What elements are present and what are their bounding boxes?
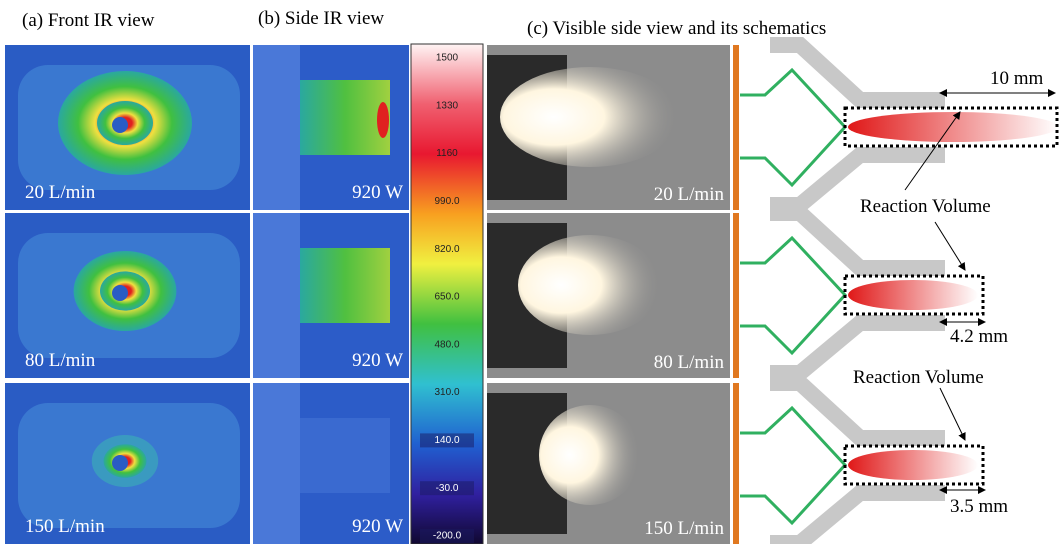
plume — [300, 80, 390, 155]
plasma-glow — [539, 405, 641, 505]
electrode-bar — [733, 45, 739, 210]
panel-title: (b) Side IR view — [258, 8, 384, 29]
colorbar-label-bg — [420, 529, 474, 543]
electrode-bar — [733, 383, 739, 544]
nozzle-wall — [770, 37, 945, 108]
nozzle — [253, 213, 300, 378]
plasma-glow — [500, 67, 680, 167]
pointer — [904, 111, 961, 191]
colorbar-label: 820.0 — [434, 244, 459, 255]
reaction-flame — [848, 450, 978, 480]
flow-label: 150 L/min — [25, 516, 105, 537]
nozzle — [253, 383, 300, 544]
panel-title: (c) Visible side view and its schematics — [527, 18, 826, 39]
colorbar-label: 1500 — [436, 53, 459, 64]
power-label: 920 W — [352, 182, 403, 203]
electrode-bar — [733, 213, 739, 378]
dimension: 10 mm — [990, 68, 1044, 89]
reaction-box — [843, 274, 985, 316]
hole — [112, 117, 128, 133]
flow-label: 20 L/min — [654, 184, 725, 205]
plasma-glow — [518, 235, 662, 335]
dimension: 4.2 mm — [950, 326, 1008, 347]
annotation: Reaction Volume — [853, 367, 984, 388]
plume — [300, 248, 390, 323]
electrode — [740, 405, 848, 526]
nozzle — [253, 45, 300, 210]
colorbar-label: 480.0 — [434, 339, 459, 350]
hole — [112, 285, 128, 301]
colorbar-label: 1160 — [436, 148, 458, 159]
colorbar-label-bg — [420, 433, 474, 448]
panel-title: (a) Front IR view — [22, 10, 155, 31]
colorbar-label-bg — [420, 481, 474, 496]
colorbar-label: 310.0 — [434, 387, 459, 398]
colorbar-label: 140.0 — [434, 435, 459, 446]
colorbar-label: -200.0 — [433, 531, 462, 542]
plume — [300, 418, 390, 493]
colorbar-label: 1330 — [436, 100, 459, 111]
hot-spot — [377, 102, 389, 138]
reaction-flame — [848, 112, 1058, 142]
power-label: 920 W — [352, 516, 403, 537]
nozzle-wall — [770, 205, 945, 276]
annotation: Reaction Volume — [860, 196, 991, 217]
electrode — [740, 235, 848, 356]
power-label: 920 W — [352, 350, 403, 371]
colorbar — [410, 43, 484, 544]
pointer — [934, 221, 966, 271]
colorbar-label: 650.0 — [434, 292, 459, 303]
nozzle-wall — [770, 315, 945, 381]
nozzle-wall — [770, 375, 945, 446]
electrode — [740, 67, 848, 188]
flow-label: 150 L/min — [644, 518, 724, 539]
dimension: 3.5 mm — [950, 496, 1008, 517]
flow-label: 80 L/min — [654, 352, 725, 373]
flow-label: 20 L/min — [25, 182, 96, 203]
reaction-box — [843, 106, 1059, 148]
pointer — [939, 387, 966, 441]
reaction-box — [843, 444, 985, 486]
colorbar-label: 990.0 — [434, 196, 459, 207]
nozzle-wall — [770, 485, 945, 544]
hole — [112, 455, 128, 471]
colorbar-label: -30.0 — [436, 483, 459, 494]
flow-label: 80 L/min — [25, 350, 96, 371]
reaction-flame — [848, 280, 978, 310]
